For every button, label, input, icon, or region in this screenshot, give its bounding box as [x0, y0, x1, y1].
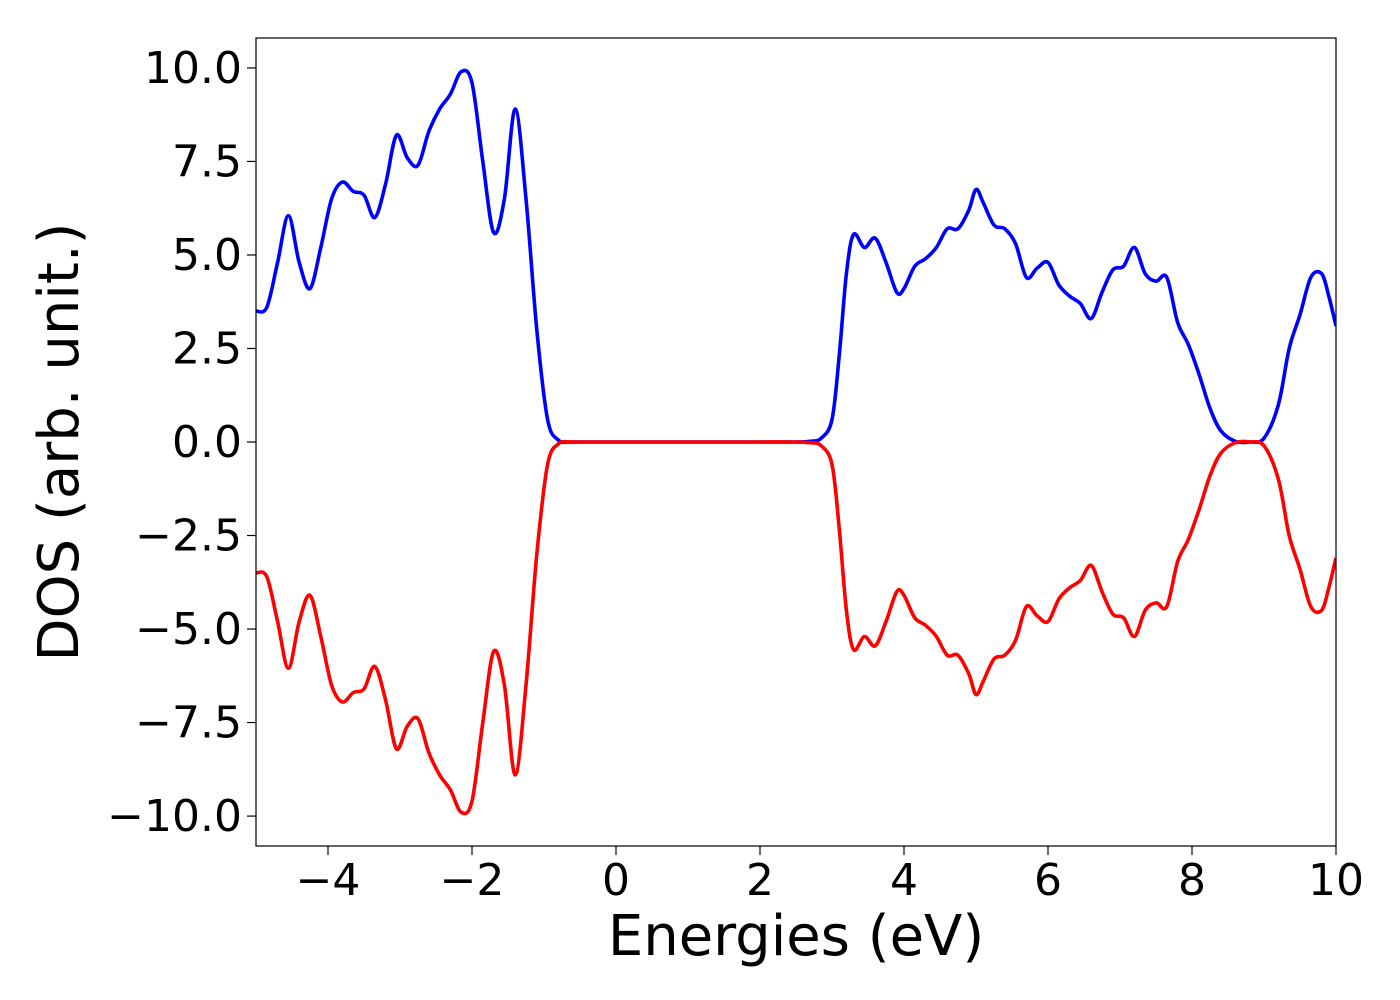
x-tick-label: 6: [1034, 855, 1062, 906]
y-tick-label: 0.0: [172, 417, 242, 468]
y-axis: 10.0 7.5 5.0 2.5 0.0 −2.5 −5.0 −7.5 −10.0: [107, 43, 256, 842]
y-tick-label: 2.5: [172, 323, 242, 374]
y-tick-label: −10.0: [107, 791, 242, 842]
x-tick-label: 8: [1178, 855, 1206, 906]
series-line-negative: [256, 439, 1336, 816]
y-tick-label: −7.5: [135, 698, 242, 749]
x-tick-label: 4: [890, 855, 918, 906]
y-tick-label: 5.0: [172, 230, 242, 281]
x-tick-label: −4: [296, 855, 361, 906]
series-layer: [256, 68, 1336, 816]
x-axis-label: Energies (eV): [608, 904, 984, 969]
x-tick-label: −2: [440, 855, 505, 906]
x-tick-label: 0: [602, 855, 630, 906]
y-tick-label: 10.0: [144, 43, 242, 94]
y-tick-label: −5.0: [135, 604, 242, 655]
series-line-positive: [256, 68, 1336, 445]
x-tick-label: 10: [1308, 855, 1364, 906]
y-axis-label: DOS (arb. unit.): [27, 222, 92, 661]
y-tick-label: −2.5: [135, 511, 242, 562]
y-tick-label: 7.5: [172, 136, 242, 187]
x-tick-label: 2: [746, 855, 774, 906]
x-axis: −4 −2 0 2 4 6 8 10: [296, 846, 1364, 906]
